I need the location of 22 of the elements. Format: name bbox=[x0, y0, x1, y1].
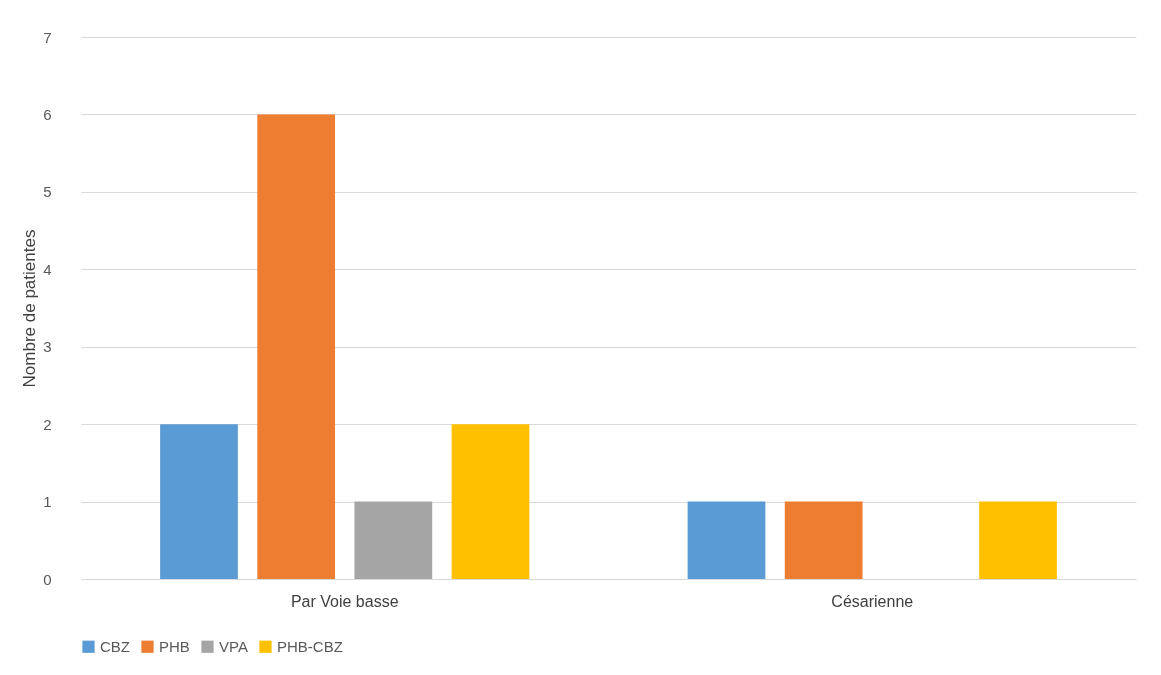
legend-label: PHB bbox=[159, 637, 190, 655]
y-tick-label: 7 bbox=[43, 28, 52, 46]
x-tick-label: Par Voie basse bbox=[290, 592, 399, 610]
legend-label: PHB-CBZ bbox=[277, 637, 343, 655]
y-tick-label: 3 bbox=[43, 338, 52, 356]
bar bbox=[160, 424, 238, 579]
bar bbox=[451, 424, 530, 579]
y-axis-title: Nombre de patientes bbox=[20, 229, 40, 388]
bar bbox=[784, 501, 863, 579]
x-tick-label: Césarienne bbox=[831, 592, 914, 610]
y-tick-label: 6 bbox=[43, 105, 52, 123]
y-tick-label: 0 bbox=[43, 570, 52, 588]
y-tick-label: 5 bbox=[43, 183, 52, 201]
y-tick-label: 1 bbox=[43, 493, 52, 511]
bar bbox=[687, 501, 766, 579]
y-tick-label: 2 bbox=[43, 415, 52, 433]
y-tick-label: 4 bbox=[43, 260, 52, 278]
bar bbox=[354, 501, 433, 579]
legend-label: CBZ bbox=[100, 637, 130, 655]
legend-label: VPA bbox=[219, 637, 248, 655]
bar bbox=[979, 501, 1057, 579]
bar bbox=[257, 114, 336, 579]
